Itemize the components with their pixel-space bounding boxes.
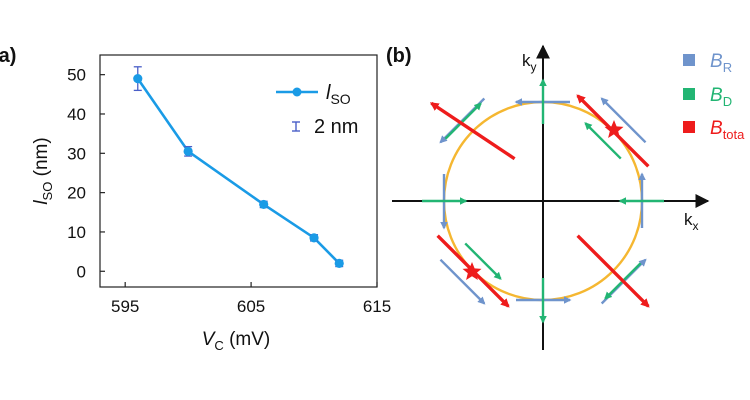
y-axis-label: lSO (nm) <box>31 137 55 204</box>
legend-btotal-main: B <box>710 118 723 139</box>
x-tick-label: 595 <box>111 297 139 316</box>
x-tick-label: 605 <box>237 297 265 316</box>
panel-b: (b) ky kx BR BD Btota <box>386 44 745 350</box>
total-field-arrow <box>576 234 650 308</box>
x-axis-label-sub: C <box>214 338 223 353</box>
y-tick-label: 10 <box>67 223 86 242</box>
legend-btotal-sub: tota <box>723 127 745 142</box>
y-tick-label: 20 <box>67 184 86 203</box>
data-point <box>183 146 193 156</box>
legend-marker-swatch <box>292 87 302 97</box>
legend: lSO 2 nm <box>276 82 358 138</box>
legend-entry-lso-sub: SO <box>330 91 350 107</box>
panel-b-label: (b) <box>386 45 412 67</box>
series-lso <box>133 66 344 269</box>
legend-swatch-btotal <box>683 121 695 133</box>
legend-entry-btotal: Btota <box>710 118 745 142</box>
dresselhaus-field-arrow <box>584 122 622 160</box>
rashba-field-arrow <box>439 258 486 305</box>
dresselhaus-field-arrow <box>444 102 482 140</box>
field-legend: BR BD Btota <box>683 51 745 142</box>
x-axis-label: VC (mV) <box>202 329 271 353</box>
x-axis-ticks: 595 605 615 <box>111 282 391 316</box>
y-tick-label: 50 <box>67 66 86 85</box>
y-axis-ticks: 0 10 20 30 40 50 <box>67 66 105 281</box>
y-tick-label: 0 <box>77 262 86 281</box>
y-tick-label: 40 <box>67 105 86 124</box>
data-point <box>334 258 344 269</box>
data-point <box>133 73 143 84</box>
legend-entry-lso-main: l <box>326 82 331 104</box>
kx-axis-label: kx <box>684 210 699 233</box>
data-point <box>259 199 269 210</box>
legend-entry-br: BR <box>710 51 732 75</box>
legend-entry-lso: lSO <box>326 82 351 107</box>
ky-axis-label: ky <box>522 51 537 74</box>
legend-br-main: B <box>710 51 723 72</box>
x-tick-label: 615 <box>363 297 391 316</box>
dresselhaus-field-arrow <box>464 242 502 280</box>
panel-a-label: (a) <box>0 45 16 67</box>
legend-bd-main: B <box>710 85 723 106</box>
plot-frame <box>99 54 378 288</box>
kx-label-sub: x <box>693 219 699 233</box>
ky-label-main: k <box>522 51 531 70</box>
total-field-arrow <box>429 101 516 161</box>
y-axis-label-main: l <box>31 200 52 205</box>
series-line <box>136 77 341 265</box>
legend-bd-sub: D <box>723 94 732 109</box>
legend-entry-bd: BD <box>710 85 732 109</box>
y-axis-label-sub: SO <box>40 182 55 201</box>
ky-label-sub: y <box>531 60 537 74</box>
legend-swatch-br <box>683 54 695 66</box>
legend-swatch-bd <box>683 88 695 100</box>
data-point <box>309 233 319 243</box>
x-axis-label-unit: (mV) <box>224 329 270 350</box>
x-axis-label-main: V <box>202 329 217 350</box>
rashba-field-arrow <box>600 97 647 144</box>
legend-errorbar-swatch <box>292 121 300 132</box>
y-tick-label: 30 <box>67 144 86 163</box>
star-marker-upper-right <box>604 120 624 138</box>
kx-label-main: k <box>684 210 693 229</box>
legend-entry-errorbar: 2 nm <box>314 116 358 138</box>
y-axis-label-unit: (nm) <box>31 137 52 181</box>
star-marker-lower-left <box>462 262 482 280</box>
legend-br-sub: R <box>723 60 732 75</box>
